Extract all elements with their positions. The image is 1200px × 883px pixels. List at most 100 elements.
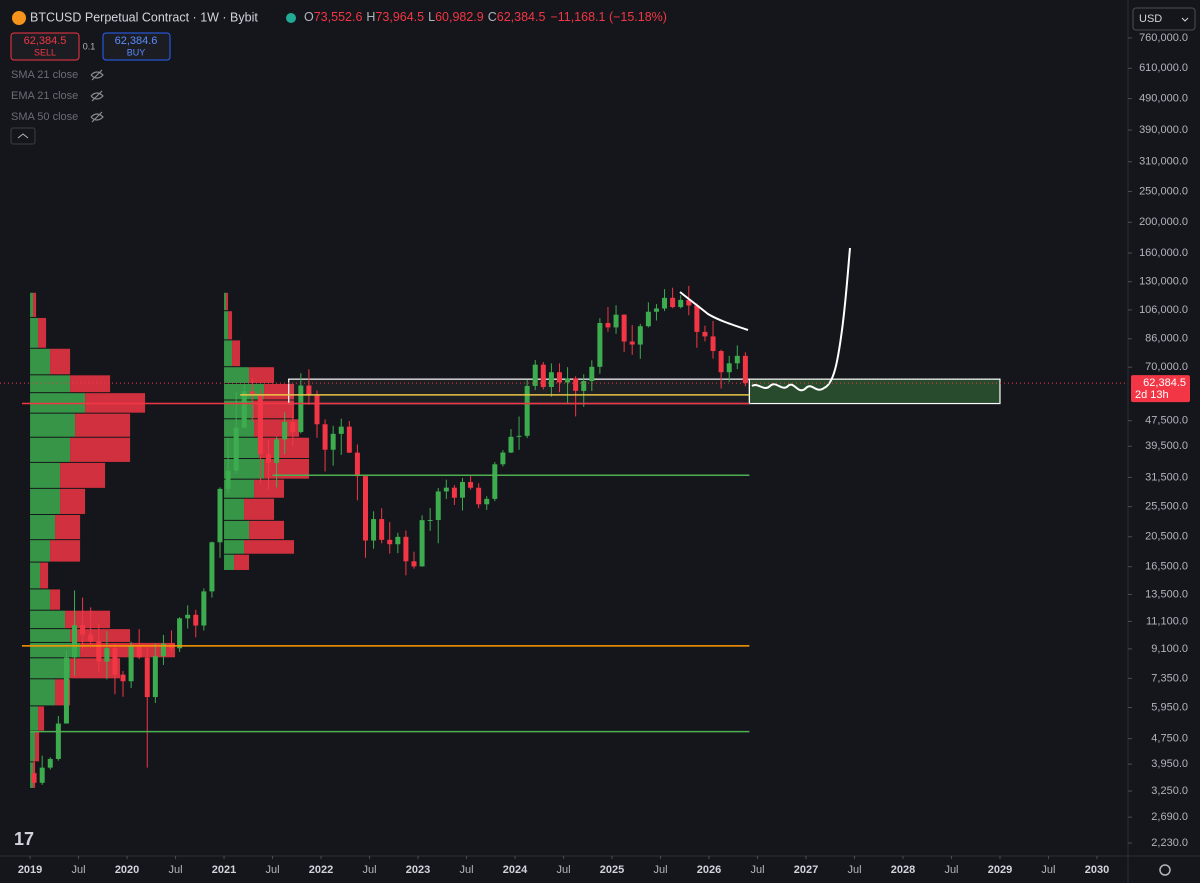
candle-body <box>63 657 69 724</box>
y-tick-label: 11,100.0 <box>1146 615 1188 627</box>
buy-label[interactable]: BUY <box>127 47 146 57</box>
candle-body <box>427 519 433 521</box>
ohlc-value: 62,384.5 <box>497 10 546 24</box>
price-countdown: 2d 13h <box>1135 389 1169 401</box>
profile-buy <box>30 706 39 731</box>
price-tag <box>1131 375 1190 403</box>
profile-sell <box>65 610 111 629</box>
candle-body <box>532 364 538 386</box>
profile-buy <box>30 462 61 488</box>
candle-body <box>435 491 441 520</box>
dropdown-arrow[interactable] <box>1181 17 1189 22</box>
x-tick-label: Jul <box>750 864 764 876</box>
buy-button[interactable]: 62,384.6 BUY <box>102 32 171 61</box>
y-tick-label: 490,000.0 <box>1139 92 1188 104</box>
candle-body <box>233 427 239 471</box>
x-tick-label: 2020 <box>115 864 139 876</box>
candle-body <box>120 674 126 682</box>
candle-body <box>605 323 611 328</box>
profile-buy <box>224 340 233 367</box>
candle-body <box>597 323 603 367</box>
candle-body <box>581 381 587 391</box>
x-tick-label: 2030 <box>1085 864 1109 876</box>
settings-icon[interactable] <box>1159 864 1171 876</box>
sell-button[interactable]: 62,384.5 SELL <box>10 32 80 61</box>
candle-body <box>112 648 118 675</box>
indicator[interactable]: SMA 21 close <box>11 69 78 81</box>
candle-body <box>629 341 635 345</box>
buy-box[interactable] <box>102 32 171 61</box>
profile-sell <box>234 554 250 570</box>
candle-body <box>185 614 191 619</box>
candle-body <box>734 355 740 364</box>
currency-select[interactable]: USD <box>1132 7 1196 31</box>
profile-sell <box>35 731 40 762</box>
ohlc-value: 60,982.9 <box>435 10 484 24</box>
candle-body <box>201 591 207 626</box>
candle-body <box>702 331 708 337</box>
candle-body <box>104 648 110 662</box>
candle-body <box>88 634 94 642</box>
y-tick-label: 5,950.0 <box>1151 701 1188 713</box>
y-tick-label: 25,500.0 <box>1145 501 1188 513</box>
profile-buy <box>30 610 66 629</box>
ohlc-value: 73,552.6 <box>314 10 363 24</box>
candle-body <box>710 336 716 352</box>
profile-buy <box>30 437 71 462</box>
profile-buy <box>224 437 260 459</box>
profile-buy <box>224 292 227 311</box>
sell-label[interactable]: SELL <box>34 47 56 57</box>
sell-box[interactable] <box>10 32 80 61</box>
candle-body <box>500 452 506 465</box>
ohlc-key: H <box>366 10 375 24</box>
profile-sell <box>38 706 45 731</box>
eye-icon[interactable] <box>90 90 104 102</box>
candle-body <box>613 314 619 328</box>
y-tick-label: 160,000.0 <box>1139 247 1188 259</box>
indicator[interactable]: SMA 50 close <box>11 111 78 123</box>
candle-body <box>354 452 360 477</box>
x-tick-label: 2027 <box>794 864 818 876</box>
profile-buy <box>224 540 245 554</box>
y-tick-label: 390,000.0 <box>1139 124 1188 136</box>
x-tick-label: Jul <box>363 864 377 876</box>
profile-buy <box>30 562 41 589</box>
hide-icons[interactable] <box>90 69 104 123</box>
y-tick-label: 86,000.0 <box>1145 333 1188 345</box>
candle-body <box>516 435 522 437</box>
eye-icon[interactable] <box>90 69 104 81</box>
candle-body <box>177 618 183 649</box>
sell-price[interactable]: 62,384.5 <box>24 35 67 47</box>
x-tick-label: Jul <box>1041 864 1055 876</box>
candle-body <box>653 308 659 312</box>
currency-box[interactable] <box>1132 7 1196 31</box>
coin-icon <box>12 11 26 25</box>
candle-body <box>451 487 457 498</box>
profile-sell <box>254 400 295 419</box>
candle-body <box>193 614 199 626</box>
x-tick-label: 2023 <box>406 864 430 876</box>
currency[interactable]: USD <box>1139 13 1162 25</box>
candle-body <box>621 314 627 342</box>
profile-buy <box>224 419 255 437</box>
eye-icon[interactable] <box>90 111 104 123</box>
y-tick-label: 4,750.0 <box>1151 733 1188 745</box>
y-tick-label: 760,000.0 <box>1139 32 1188 44</box>
collapse-arrow[interactable] <box>17 133 29 139</box>
price-tag-label: 62,384.5 <box>1143 377 1186 389</box>
indicator[interactable]: EMA 21 close <box>11 90 78 102</box>
profile-buy <box>30 679 56 706</box>
profile-sell <box>226 292 229 311</box>
y-tick-label: 13,500.0 <box>1145 588 1188 600</box>
collapse-button[interactable] <box>10 127 36 145</box>
indicator-list: SMA 21 close EMA 21 close SMA 50 close <box>10 69 104 145</box>
x-tick-label: 2025 <box>600 864 624 876</box>
profile-sell <box>264 459 310 479</box>
candle-body <box>241 391 247 428</box>
candle-body <box>136 645 142 658</box>
profile-sell <box>60 488 86 514</box>
zone-box <box>748 378 1001 405</box>
y-tick-label: 2,230.0 <box>1151 837 1188 849</box>
buy-price[interactable]: 62,384.6 <box>115 35 158 47</box>
